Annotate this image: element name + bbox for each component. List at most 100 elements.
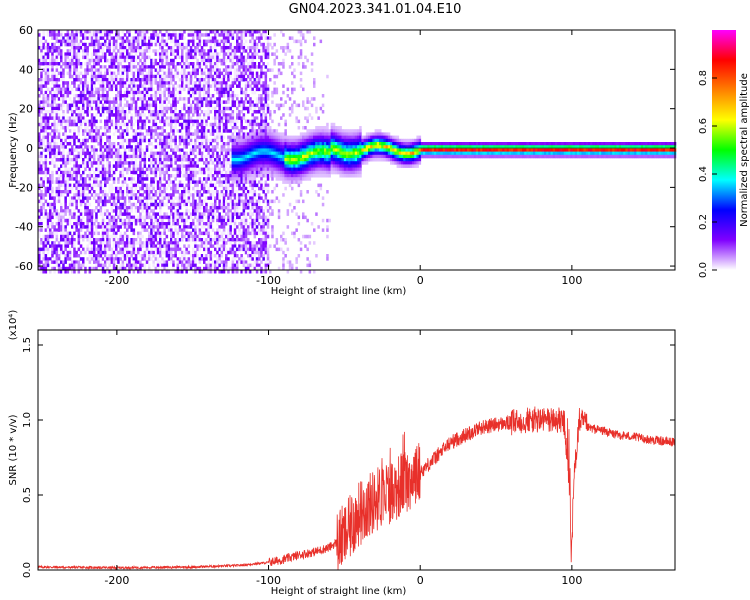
heatmap-cell	[156, 84, 160, 88]
heatmap-cell	[64, 65, 67, 69]
heatmap-cell	[68, 68, 72, 72]
heatmap-cell	[211, 218, 215, 223]
heatmap-cell	[236, 106, 239, 111]
heatmap-cell	[51, 106, 54, 111]
heatmap-cell	[93, 36, 96, 40]
heatmap-cell	[75, 174, 78, 178]
heatmap-cell	[225, 241, 228, 245]
heatmap-cell	[112, 234, 116, 239]
heatmap-cell	[51, 215, 54, 220]
heatmap-cell	[115, 52, 118, 56]
heatmap-cell	[97, 222, 100, 226]
heatmap-cell	[198, 33, 202, 37]
heatmap-cell	[172, 244, 175, 248]
heatmap-cell	[42, 247, 45, 252]
heatmap-cell	[75, 42, 78, 47]
heatmap-cell	[137, 46, 140, 50]
heatmap-cell	[128, 81, 131, 85]
heatmap-cell	[167, 33, 171, 37]
heatmap-cell	[192, 81, 195, 85]
heatmap-cell	[134, 36, 138, 40]
heatmap-cell	[40, 247, 43, 252]
heatmap-cell	[174, 254, 177, 258]
heatmap-cell	[240, 164, 243, 168]
heatmap-cell	[99, 254, 103, 258]
heatmap-cell	[104, 119, 107, 124]
heatmap-cell	[152, 129, 155, 133]
heatmap-cell	[233, 199, 237, 204]
heatmap-cell	[172, 231, 175, 236]
heatmap-cell	[106, 167, 109, 172]
heatmap-cell	[189, 167, 193, 172]
heatmap-cell	[216, 132, 219, 136]
heatmap-cell	[79, 122, 83, 127]
heatmap-cell	[192, 106, 195, 111]
heatmap-cell	[145, 116, 149, 120]
heatmap-cell	[49, 151, 52, 156]
heatmap-cell	[192, 174, 195, 178]
heatmap-cell	[71, 100, 74, 104]
heatmap-cell	[68, 190, 72, 194]
heatmap-cell	[121, 174, 125, 178]
heatmap-cell	[49, 116, 52, 120]
heatmap-cell	[209, 42, 213, 47]
heatmap-cell	[86, 186, 89, 191]
heatmap-cell	[150, 65, 153, 69]
heatmap-cell	[71, 116, 74, 120]
heatmap-cell	[225, 161, 228, 165]
heatmap-cell	[106, 46, 109, 50]
heatmap-cell	[86, 212, 89, 216]
heatmap-cell	[110, 87, 114, 92]
heatmap-cell	[99, 260, 103, 264]
heatmap-cell	[227, 196, 230, 200]
heatmap-cell	[218, 206, 221, 210]
heatmap-cell	[229, 215, 232, 220]
heatmap-cell	[222, 94, 226, 98]
heatmap-cell	[62, 78, 65, 82]
heatmap-cell	[112, 113, 116, 117]
heatmap-cell	[145, 100, 149, 104]
heatmap-cell	[51, 81, 54, 85]
heatmap-cell	[242, 65, 246, 69]
heatmap-cell	[66, 106, 70, 111]
heatmap-cell	[104, 55, 107, 60]
heatmap-cell	[159, 260, 162, 264]
heatmap-cell	[68, 209, 72, 213]
heatmap-cell	[137, 106, 140, 111]
heatmap-cell	[99, 263, 103, 268]
heatmap-cell	[196, 206, 199, 210]
heatmap-cell	[64, 161, 67, 165]
heatmap-cell	[152, 122, 155, 127]
heatmap-cell	[143, 84, 147, 88]
heatmap-cell	[90, 30, 94, 34]
heatmap-cell	[214, 84, 217, 88]
heatmap-cell	[211, 81, 215, 85]
heatmap-cell	[68, 241, 72, 245]
heatmap-cell	[242, 36, 246, 40]
heatmap-cell	[66, 234, 70, 239]
heatmap-cell	[49, 58, 52, 63]
heatmap-cell	[143, 241, 147, 245]
heatmap-cell	[106, 122, 109, 127]
heatmap-cell	[236, 196, 239, 200]
heatmap-cell	[229, 30, 232, 34]
heatmap-cell	[178, 94, 182, 98]
heatmap-cell	[49, 145, 52, 149]
heatmap-cell	[139, 49, 142, 53]
heatmap-cell	[55, 164, 59, 168]
heatmap-cell	[60, 228, 63, 232]
heatmap-cell	[123, 78, 127, 82]
heatmap-cell	[53, 46, 56, 50]
heatmap-cell	[141, 234, 144, 239]
heatmap-cell	[104, 193, 107, 197]
heatmap-cell	[154, 81, 158, 85]
heatmap-cell	[73, 174, 76, 178]
heatmap-cell	[220, 62, 224, 66]
heatmap-cell	[53, 58, 56, 63]
heatmap-cell	[227, 129, 230, 133]
heatmap-cell	[121, 202, 125, 207]
heatmap-cell	[207, 164, 210, 168]
heatmap-cell	[139, 119, 142, 124]
heatmap-cell	[99, 238, 103, 242]
heatmap-cell	[163, 212, 166, 216]
